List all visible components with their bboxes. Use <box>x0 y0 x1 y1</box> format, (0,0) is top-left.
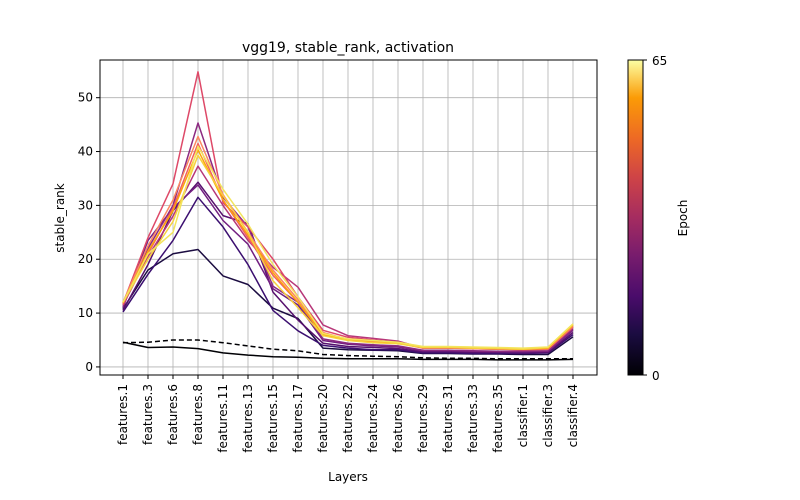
y-tick-label: 40 <box>78 145 93 159</box>
x-tick-label: features.13 <box>241 384 255 453</box>
y-tick-label: 50 <box>78 91 93 105</box>
x-axis: features.1 features.3 features.6 features.8… <box>116 375 580 453</box>
x-tick-label: classifier.4 <box>566 384 580 447</box>
x-tick-label: features.6 <box>166 384 180 445</box>
x-tick-label: features.17 <box>291 384 305 453</box>
colorbar-label: Epoch <box>676 200 690 237</box>
x-tick-label: features.33 <box>466 384 480 453</box>
x-tick-label: features.29 <box>416 384 430 453</box>
x-tick-label: features.20 <box>316 384 330 453</box>
series-line-epoch-0 <box>122 341 574 361</box>
x-tick-label: classifier.1 <box>516 384 530 447</box>
x-tick-label: features.3 <box>141 384 155 445</box>
grid-lines <box>100 60 597 375</box>
x-tick-label: features.22 <box>341 384 355 453</box>
x-tick-label: features.1 <box>116 384 130 445</box>
chart-title: vgg19, stable_rank, activation <box>242 40 454 56</box>
x-axis-label: Layers <box>328 470 368 484</box>
x-tick-label: features.26 <box>391 384 405 453</box>
x-tick-label: features.8 <box>191 384 205 445</box>
y-axis-label: stable_rank <box>53 183 67 253</box>
x-tick-label: features.15 <box>266 384 280 453</box>
y-tick-label: 0 <box>85 360 93 374</box>
x-tick-label: features.35 <box>491 384 505 453</box>
series-line-epoch-65 <box>122 145 574 349</box>
colorbar: 65 0 Epoch <box>627 54 690 383</box>
y-tick-label: 20 <box>78 252 93 266</box>
y-axis: 0 10 20 30 40 50 <box>78 91 100 374</box>
x-tick-label: features.11 <box>216 384 230 453</box>
x-tick-label: classifier.3 <box>541 384 555 447</box>
y-tick-label: 30 <box>78 198 93 212</box>
series-line-epoch-10 <box>122 196 574 355</box>
colorbar-max-label: 65 <box>652 54 667 68</box>
series-lines <box>122 71 574 361</box>
x-tick-label: features.24 <box>366 384 380 453</box>
series-line-epoch-0-dashed <box>122 339 573 360</box>
colorbar-min-label: 0 <box>652 369 660 383</box>
y-tick-label: 10 <box>78 306 93 320</box>
x-tick-label: features.31 <box>441 384 455 453</box>
series-line-epoch-55 <box>122 154 574 350</box>
series-line-epoch-25 <box>122 122 574 353</box>
colorbar-gradient <box>627 59 644 376</box>
